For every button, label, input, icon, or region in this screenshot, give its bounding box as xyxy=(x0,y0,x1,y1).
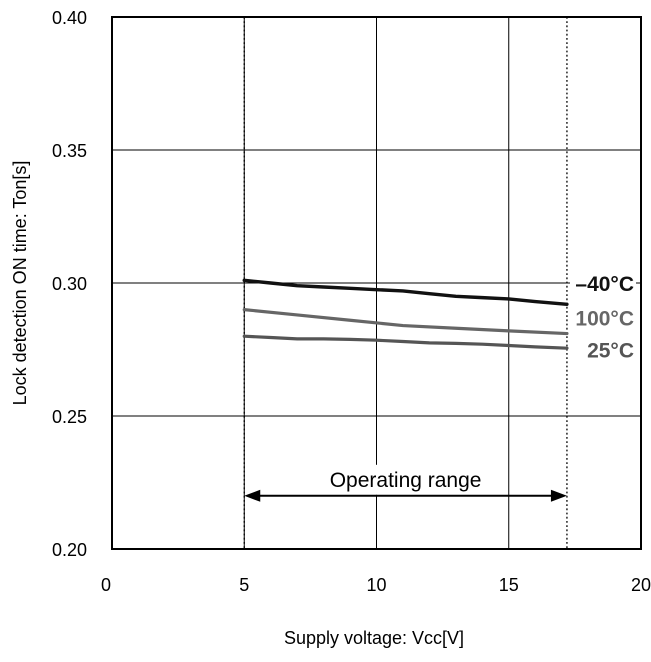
operating-range-left-arrowhead xyxy=(244,489,261,502)
axes-layer: 0.20 0.25 0.30 0.35 0.40 0 5 10 15 20 xyxy=(52,8,651,595)
series-label-1: 100°C xyxy=(575,308,634,331)
operating-range-right-arrowhead xyxy=(550,489,567,502)
operating-range-label: Operating range xyxy=(330,469,482,492)
series-label-0: –40°C xyxy=(575,273,634,296)
y-tick-label-0: 0.20 xyxy=(52,540,87,560)
x-tick-label-1: 5 xyxy=(239,575,249,595)
series-line-2 xyxy=(242,334,569,350)
series-label-2: 25°C xyxy=(587,339,634,362)
x-tick-label-2: 10 xyxy=(366,575,386,595)
label-layer: –40°C 100°C 25°C xyxy=(570,270,636,364)
y-tick-label-4: 0.40 xyxy=(52,8,87,28)
series-label-background-0 xyxy=(570,270,636,297)
y-tick-label-1: 0.25 xyxy=(52,407,87,427)
series-label-background-2 xyxy=(570,337,636,364)
y-tick-label-3: 0.35 xyxy=(52,141,87,161)
series-layer xyxy=(242,278,569,350)
plot-border xyxy=(111,16,642,550)
series-line-0 xyxy=(242,278,569,306)
series-label-background-1 xyxy=(570,305,636,332)
x-tick-label-4: 20 xyxy=(631,575,651,595)
x-axis-label: Supply voltage: Vcc[V] xyxy=(284,628,464,648)
operating-range-label-background xyxy=(313,464,498,495)
y-axis-label: Lock detection ON time: Ton[s] xyxy=(10,161,30,406)
x-tick-label-3: 15 xyxy=(499,575,519,595)
series-line-1 xyxy=(242,308,569,336)
x-tick-label-0: 0 xyxy=(101,575,111,595)
operating-range-layer: Operating range xyxy=(243,17,568,549)
y-tick-label-2: 0.30 xyxy=(52,274,87,294)
